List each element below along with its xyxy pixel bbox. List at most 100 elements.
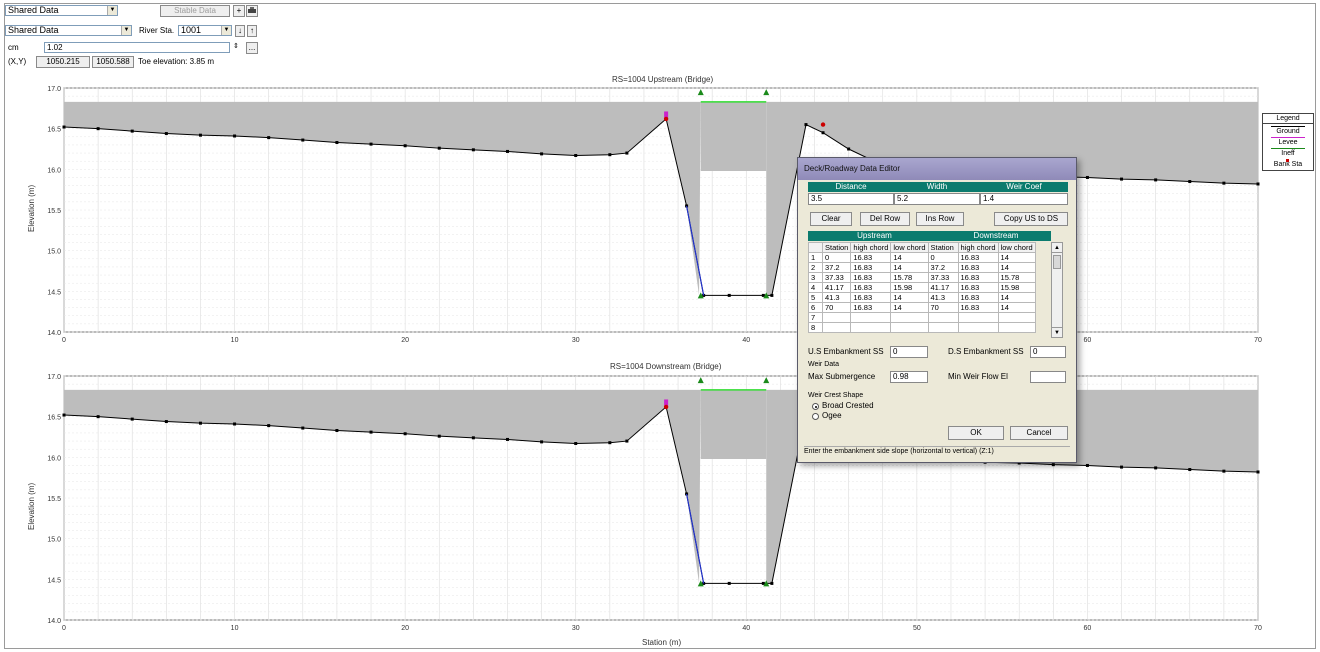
deck-table[interactable]: Station high chord low chord Station hig… bbox=[808, 242, 1036, 333]
table-row[interactable]: 4 41.17 16.83 15.98 41.17 16.83 15.98 bbox=[808, 282, 1036, 293]
stable-data-button[interactable]: Stable Data bbox=[160, 5, 230, 17]
table-cell[interactable]: 16.83 bbox=[957, 272, 999, 283]
table-cell[interactable]: 70 bbox=[821, 302, 852, 313]
table-cell[interactable]: 16.83 bbox=[957, 252, 999, 263]
table-cell[interactable]: 16.83 bbox=[850, 252, 892, 263]
table-scrollbar[interactable]: ▲ ▼ bbox=[1051, 242, 1063, 338]
plan-combo[interactable]: Shared Data ▼ bbox=[5, 5, 118, 16]
ground-point bbox=[96, 415, 100, 419]
table-cell[interactable]: 16.83 bbox=[850, 282, 892, 293]
table-cell[interactable]: 16.83 bbox=[957, 302, 999, 313]
top-chart[interactable]: 17.016.516.015.515.014.514.0010203040506… bbox=[30, 82, 1262, 344]
weir-coef-field[interactable]: 1.4 bbox=[980, 193, 1068, 205]
table-cell[interactable]: 37.33 bbox=[821, 272, 852, 283]
ogee-radio[interactable] bbox=[812, 413, 819, 420]
table-row[interactable]: 5 41.3 16.83 14 41.3 16.83 14 bbox=[808, 292, 1036, 303]
table-cell[interactable]: 16.83 bbox=[850, 302, 892, 313]
table-cell[interactable]: 16.83 bbox=[850, 262, 892, 273]
table-cell[interactable] bbox=[997, 322, 1036, 333]
table-cell: 5 bbox=[808, 292, 823, 303]
table-cell[interactable]: 70 bbox=[927, 302, 959, 313]
table-row[interactable]: 3 37.33 16.83 15.78 37.33 16.83 15.78 bbox=[808, 272, 1036, 283]
table-cell[interactable]: 41.3 bbox=[821, 292, 852, 303]
table-cell[interactable]: 15.78 bbox=[997, 272, 1036, 283]
table-cell[interactable]: 37.2 bbox=[821, 262, 852, 273]
broad-crested-radio[interactable] bbox=[812, 403, 819, 410]
table-cell[interactable]: 14 bbox=[997, 262, 1036, 273]
ok-button[interactable]: OK bbox=[948, 426, 1004, 440]
table-row[interactable]: 6 70 16.83 14 70 16.83 14 bbox=[808, 302, 1036, 313]
del-row-button[interactable]: Del Row bbox=[860, 212, 910, 226]
table-cell[interactable]: 0 bbox=[821, 252, 852, 263]
scroll-down-icon[interactable]: ▼ bbox=[1052, 327, 1062, 337]
ds-embankment-field[interactable]: 0 bbox=[1030, 346, 1066, 358]
table-cell[interactable]: 15.78 bbox=[890, 272, 929, 283]
table-cell[interactable] bbox=[997, 312, 1036, 323]
table-cell[interactable]: 41.17 bbox=[821, 282, 852, 293]
value-field[interactable]: 1.02 bbox=[44, 42, 230, 53]
print-icon[interactable] bbox=[246, 5, 258, 17]
max-submergence-field[interactable]: 0.98 bbox=[890, 371, 928, 383]
table-row[interactable]: 2 37.2 16.83 14 37.2 16.83 14 bbox=[808, 262, 1036, 273]
table-cell[interactable] bbox=[927, 322, 959, 333]
table-cell[interactable]: 37.33 bbox=[927, 272, 959, 283]
chevron-down-icon[interactable]: ▼ bbox=[221, 26, 231, 35]
table-cell[interactable]: 14 bbox=[890, 302, 929, 313]
table-cell[interactable]: 16.83 bbox=[850, 292, 892, 303]
scroll-up-icon[interactable]: ▲ bbox=[1052, 243, 1062, 253]
copy-us-to-ds-button[interactable]: Copy US to DS bbox=[994, 212, 1068, 226]
table-cell[interactable]: 16.83 bbox=[957, 292, 999, 303]
weir-crest-shape-label: Weir Crest Shape bbox=[808, 392, 864, 399]
spinner-icon[interactable]: ⇕ bbox=[233, 43, 239, 50]
table-cell[interactable]: 41.3 bbox=[927, 292, 959, 303]
table-cell[interactable]: 14 bbox=[890, 252, 929, 263]
table-cell[interactable]: 14 bbox=[997, 292, 1036, 303]
ground-point bbox=[505, 149, 509, 153]
table-cell[interactable]: 14 bbox=[890, 292, 929, 303]
table-cell[interactable]: 15.98 bbox=[890, 282, 929, 293]
ins-row-button[interactable]: Ins Row bbox=[916, 212, 964, 226]
table-cell[interactable]: 16.83 bbox=[957, 282, 999, 293]
ground-point bbox=[267, 424, 271, 428]
table-cell[interactable] bbox=[927, 312, 959, 323]
river-sta-combo[interactable]: 1001 ▼ bbox=[178, 25, 232, 36]
us-embankment-field[interactable]: 0 bbox=[890, 346, 928, 358]
table-cell[interactable] bbox=[957, 322, 999, 333]
clear-button[interactable]: Clear bbox=[810, 212, 852, 226]
bottom-chart[interactable]: 17.0 16.5 16.0 15.5 15.0 14.5 14.00 10 20 30 40 50 6… bbox=[30, 370, 1262, 632]
width-field[interactable]: 5.2 bbox=[894, 193, 980, 205]
next-down-button[interactable]: ↓ bbox=[235, 25, 245, 37]
table-cell[interactable] bbox=[821, 312, 852, 323]
table-cell[interactable]: 16.83 bbox=[850, 272, 892, 283]
table-cell[interactable]: 14 bbox=[997, 302, 1036, 313]
table-cell[interactable]: 41.17 bbox=[927, 282, 959, 293]
add-button[interactable]: + bbox=[233, 5, 245, 17]
next-up-button[interactable]: ↑ bbox=[247, 25, 257, 37]
table-cell[interactable]: 16.83 bbox=[957, 262, 999, 273]
table-cell[interactable] bbox=[850, 312, 892, 323]
table-row[interactable]: 8 bbox=[808, 322, 1036, 333]
deck-opening bbox=[700, 389, 767, 459]
scroll-thumb[interactable] bbox=[1053, 255, 1061, 269]
table-cell[interactable]: 37.2 bbox=[927, 262, 959, 273]
geometry-combo[interactable]: Shared Data ▼ bbox=[5, 25, 132, 36]
ellipsis-button[interactable]: ... bbox=[246, 42, 258, 54]
table-cell[interactable] bbox=[890, 312, 929, 323]
table-cell[interactable]: 0 bbox=[927, 252, 959, 263]
chevron-down-icon[interactable]: ▼ bbox=[107, 6, 117, 15]
chevron-down-icon[interactable]: ▼ bbox=[121, 26, 131, 35]
table-cell[interactable]: 14 bbox=[890, 262, 929, 273]
table-cell[interactable] bbox=[890, 322, 929, 333]
table-row[interactable]: 1 0 16.83 14 0 16.83 14 bbox=[808, 252, 1036, 263]
table-row[interactable]: 7 bbox=[808, 312, 1036, 323]
cancel-button[interactable]: Cancel bbox=[1010, 426, 1068, 440]
x-tick-label: 70 bbox=[1254, 337, 1262, 344]
table-cell[interactable] bbox=[821, 322, 852, 333]
table-cell[interactable]: 14 bbox=[997, 252, 1036, 263]
min-weir-field[interactable] bbox=[1030, 371, 1066, 383]
table-cell[interactable] bbox=[850, 322, 892, 333]
distance-field[interactable]: 3.5 bbox=[808, 193, 894, 205]
legend-swatch bbox=[1271, 126, 1305, 127]
table-cell[interactable]: 15.98 bbox=[997, 282, 1036, 293]
table-cell[interactable] bbox=[957, 312, 999, 323]
